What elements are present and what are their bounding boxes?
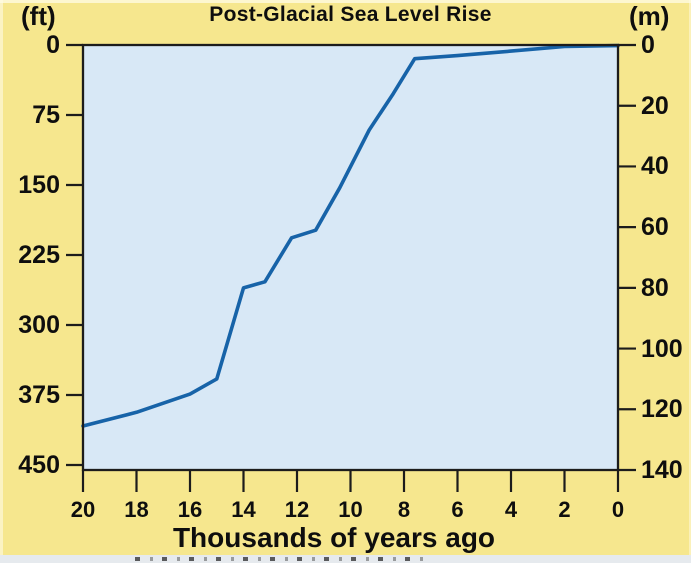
x-axis-title: Thousands of years ago xyxy=(172,522,496,553)
cropped-text-fragment xyxy=(135,557,427,561)
right-axis-tick-label: 100 xyxy=(641,334,683,363)
right-axis-unit-label: (m) xyxy=(629,1,670,31)
left-axis-tick-label: 225 xyxy=(18,241,60,269)
x-axis-tick-label: 14 xyxy=(231,497,256,522)
x-axis-tick-label: 10 xyxy=(338,497,363,522)
right-axis-tick-label: 140 xyxy=(641,456,683,484)
left-axis-tick-label: 0 xyxy=(46,31,60,59)
x-axis-tick-label: 12 xyxy=(284,497,310,522)
bottom-crop-strip xyxy=(0,555,691,563)
x-axis-tick-label: 6 xyxy=(451,497,464,522)
left-axis-tick-label: 450 xyxy=(18,451,60,479)
right-axis-tick-label: 60 xyxy=(641,213,669,242)
right-axis-tick-label: 80 xyxy=(641,273,669,302)
x-axis-tick-label: 2 xyxy=(558,497,571,522)
x-axis-tick-label: 4 xyxy=(504,497,518,522)
left-axis-tick-label: 300 xyxy=(18,311,60,339)
right-axis-tick-label: 40 xyxy=(641,152,669,181)
x-axis-tick-label: 0 xyxy=(611,497,625,522)
x-axis-tick-label: 8 xyxy=(397,497,411,522)
x-axis-tick-label: 20 xyxy=(70,497,96,522)
right-axis-tick-label: 20 xyxy=(641,91,669,120)
right-axis-tick-label: 120 xyxy=(641,395,683,424)
right-axis-tick-label: 0 xyxy=(641,31,655,59)
left-axis-tick-label: 375 xyxy=(18,381,60,409)
page-title: Post-Glacial Sea Level Rise xyxy=(209,3,492,26)
left-axis-tick-label: 75 xyxy=(32,101,60,129)
plot-area xyxy=(83,45,618,470)
left-axis-tick-label: 150 xyxy=(18,171,60,199)
x-axis-tick-label: 16 xyxy=(177,497,203,522)
x-axis-tick-label: 18 xyxy=(124,497,149,522)
sea-level-curve xyxy=(81,43,620,428)
left-axis-unit-label: (ft) xyxy=(21,1,56,31)
